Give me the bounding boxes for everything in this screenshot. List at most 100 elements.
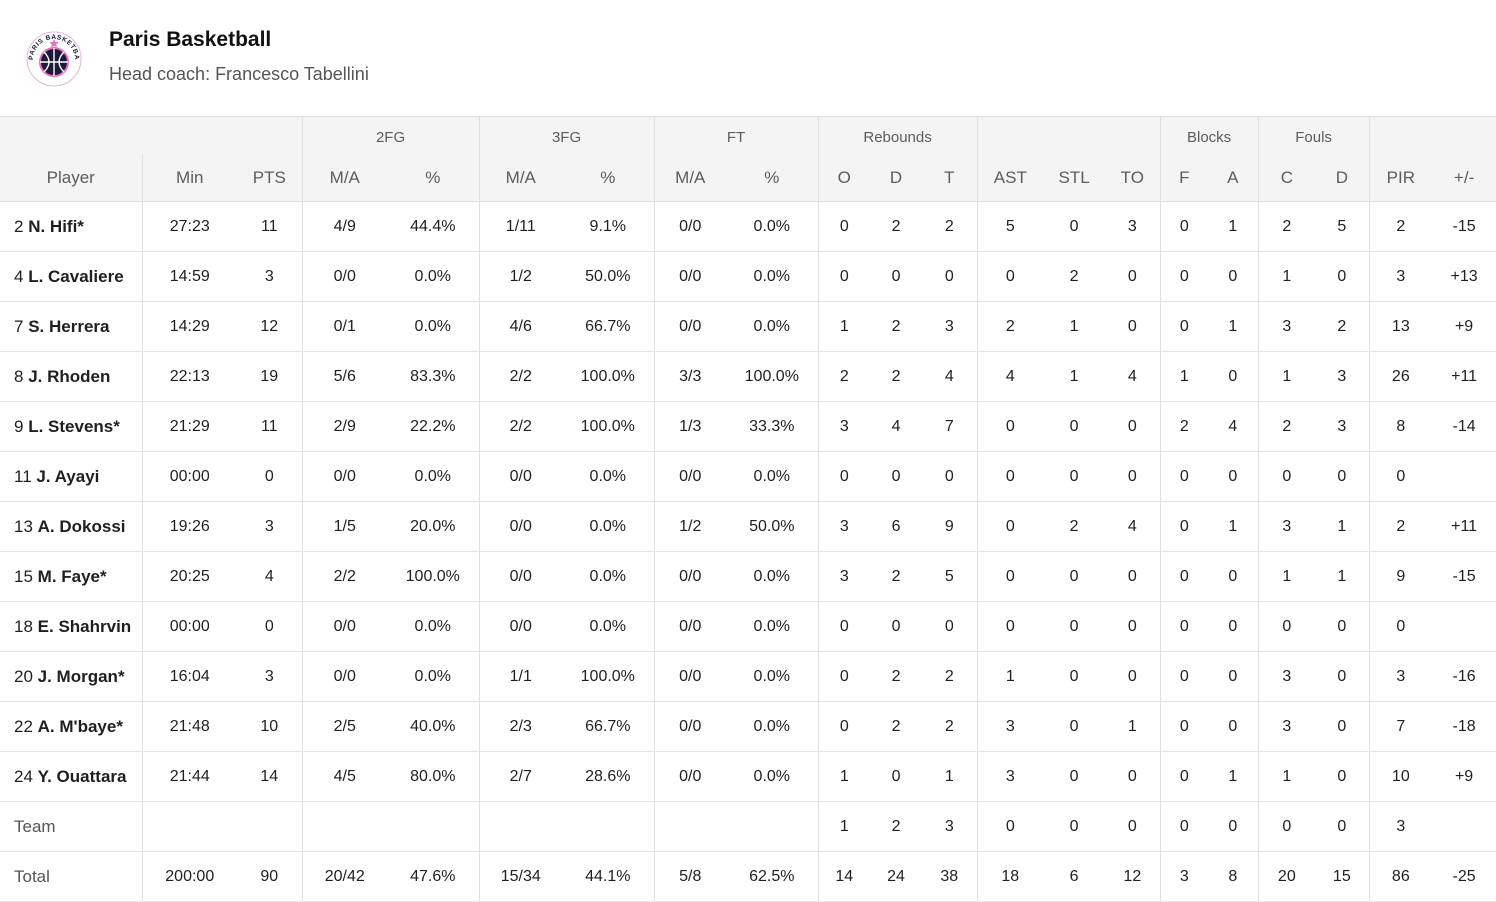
player-name-link[interactable]: N. Hifi*: [28, 216, 84, 236]
col-header-ft-ma[interactable]: M/A: [653, 154, 727, 202]
player-name-link[interactable]: J. Ayayi: [36, 466, 100, 486]
col-header-plus-minus[interactable]: +/-: [1432, 154, 1496, 202]
col-header-blk-a[interactable]: A: [1208, 154, 1259, 202]
stat-3fg-ma: 2/2: [478, 401, 563, 452]
stat-plus-minus: -14: [1432, 401, 1496, 452]
stat-pts: 3: [237, 651, 303, 702]
stat-2fg-pct: 47.6%: [387, 851, 480, 902]
stat-foul-c: 1: [1257, 351, 1316, 402]
player-cell: 13 A. Dokossi: [0, 501, 142, 552]
stat-foul-c: 2: [1257, 401, 1316, 452]
stat-foul-c: 3: [1257, 301, 1316, 352]
col-header-pts[interactable]: PTS: [237, 154, 303, 202]
stat-ft-ma: 5/8: [653, 851, 727, 902]
stat-3fg-pct: 100.0%: [562, 401, 655, 452]
player-cell: 4 L. Cavaliere: [0, 251, 142, 302]
col-header-3fg-pct[interactable]: %: [562, 154, 655, 202]
col-header-pir[interactable]: PIR: [1368, 154, 1433, 202]
stat-foul-c: 2: [1257, 201, 1316, 252]
stat-plus-minus: +11: [1432, 351, 1496, 402]
col-header-reb-t[interactable]: T: [922, 154, 978, 202]
stat-ft-ma: 0/0: [653, 451, 727, 502]
col-header-reb-d[interactable]: D: [870, 154, 923, 202]
stat-ft-ma: 0/0: [653, 201, 727, 252]
player-number: 18: [14, 616, 33, 636]
stat-to: 0: [1105, 451, 1161, 502]
stat-foul-d: 3: [1315, 401, 1370, 452]
player-name-link[interactable]: S. Herrera: [28, 316, 110, 336]
col-header-min[interactable]: Min: [141, 154, 237, 202]
stat-ast: 3: [976, 701, 1044, 752]
player-name-link[interactable]: L. Cavaliere: [28, 266, 124, 286]
col-header-ft-pct[interactable]: %: [726, 154, 819, 202]
player-row: 8 J. Rhoden 22:13 19 5/6 83.3% 2/2 100.0% 3/3 10…: [0, 351, 1496, 402]
stat-ast: 0: [976, 251, 1044, 302]
stat-ft-pct: 50.0%: [726, 501, 819, 552]
col-header-foul-c[interactable]: C: [1257, 154, 1316, 202]
stat-reb-t: 3: [922, 801, 978, 852]
stat-plus-minus: -15: [1432, 551, 1496, 602]
col-header-stl[interactable]: STL: [1043, 154, 1106, 202]
stat-blk-f: 0: [1159, 551, 1209, 602]
stat-min: 22:13: [141, 351, 237, 402]
player-name-link[interactable]: A. Dokossi: [37, 516, 126, 536]
stat-pts: 0: [237, 601, 303, 652]
player-name-link[interactable]: J. Morgan*: [37, 666, 125, 686]
stat-stl: 0: [1043, 551, 1106, 602]
col-header-ast[interactable]: AST: [976, 154, 1044, 202]
stat-3fg-pct: 9.1%: [562, 201, 655, 252]
stat-foul-d: 1: [1315, 501, 1370, 552]
stat-reb-t: 7: [922, 401, 978, 452]
col-header-reb-o[interactable]: O: [817, 154, 871, 202]
player-name-link[interactable]: M. Faye*: [37, 566, 107, 586]
team-header: PARIS BASKETBALL Paris Basketball Head c…: [0, 0, 1496, 116]
stat-blk-f: 0: [1159, 501, 1209, 552]
stat-blk-a: 0: [1208, 801, 1259, 852]
col-header-player[interactable]: Player: [0, 154, 142, 202]
stat-reb-d: 6: [870, 501, 923, 552]
stat-plus-minus: -25: [1432, 851, 1496, 902]
player-name-link[interactable]: A. M'baye*: [37, 716, 123, 736]
stat-pir: 3: [1368, 251, 1433, 302]
player-row: 4 L. Cavaliere 14:59 3 0/0 0.0% 1/2 50.0% 0/0 0.…: [0, 251, 1496, 302]
stat-min: 27:23: [141, 201, 237, 252]
stat-reb-o: 14: [817, 851, 871, 902]
player-name-link[interactable]: E. Shahrvin: [37, 616, 132, 636]
stat-reb-t: 2: [922, 701, 978, 752]
stat-2fg-ma: 0/1: [301, 301, 388, 352]
stat-reb-d: 0: [870, 251, 923, 302]
stat-ft-pct: 0.0%: [726, 651, 819, 702]
stat-foul-c: 3: [1257, 501, 1316, 552]
col-header-3fg-ma[interactable]: M/A: [478, 154, 563, 202]
group-header-row: 2FG 3FG FT Rebounds Blocks Fouls: [0, 116, 1496, 154]
col-header-blk-f[interactable]: F: [1159, 154, 1209, 202]
player-name-link[interactable]: J. Rhoden: [28, 366, 111, 386]
stat-reb-o: 0: [817, 651, 871, 702]
stat-3fg-pct: 0.0%: [562, 501, 655, 552]
stat-reb-o: 0: [817, 701, 871, 752]
stat-ast: 4: [976, 351, 1044, 402]
stat-ft-ma: 1/2: [653, 501, 727, 552]
stat-2fg-pct: 0.0%: [387, 601, 480, 652]
col-header-foul-d[interactable]: D: [1315, 154, 1370, 202]
stat-plus-minus: +9: [1432, 751, 1496, 802]
stat-2fg-ma: 1/5: [301, 501, 388, 552]
stat-pir: 3: [1368, 801, 1433, 852]
stat-reb-o: 3: [817, 501, 871, 552]
col-header-to[interactable]: TO: [1105, 154, 1161, 202]
stat-pir: 0: [1368, 451, 1433, 502]
player-cell: 8 J. Rhoden: [0, 351, 142, 402]
stat-foul-d: 1: [1315, 551, 1370, 602]
stat-ast: 0: [976, 501, 1044, 552]
stat-pir: 13: [1368, 301, 1433, 352]
stat-ft-pct: 0.0%: [726, 301, 819, 352]
stat-ft-pct: 0.0%: [726, 701, 819, 752]
player-name-link[interactable]: L. Stevens*: [28, 416, 120, 436]
stat-to: 0: [1105, 401, 1161, 452]
col-header-2fg-ma[interactable]: M/A: [301, 154, 388, 202]
col-header-2fg-pct[interactable]: %: [387, 154, 480, 202]
stat-2fg-pct: 0.0%: [387, 251, 480, 302]
stat-reb-o: 1: [817, 301, 871, 352]
player-name-link[interactable]: Y. Ouattara: [37, 766, 127, 786]
stat-pts: 3: [237, 501, 303, 552]
